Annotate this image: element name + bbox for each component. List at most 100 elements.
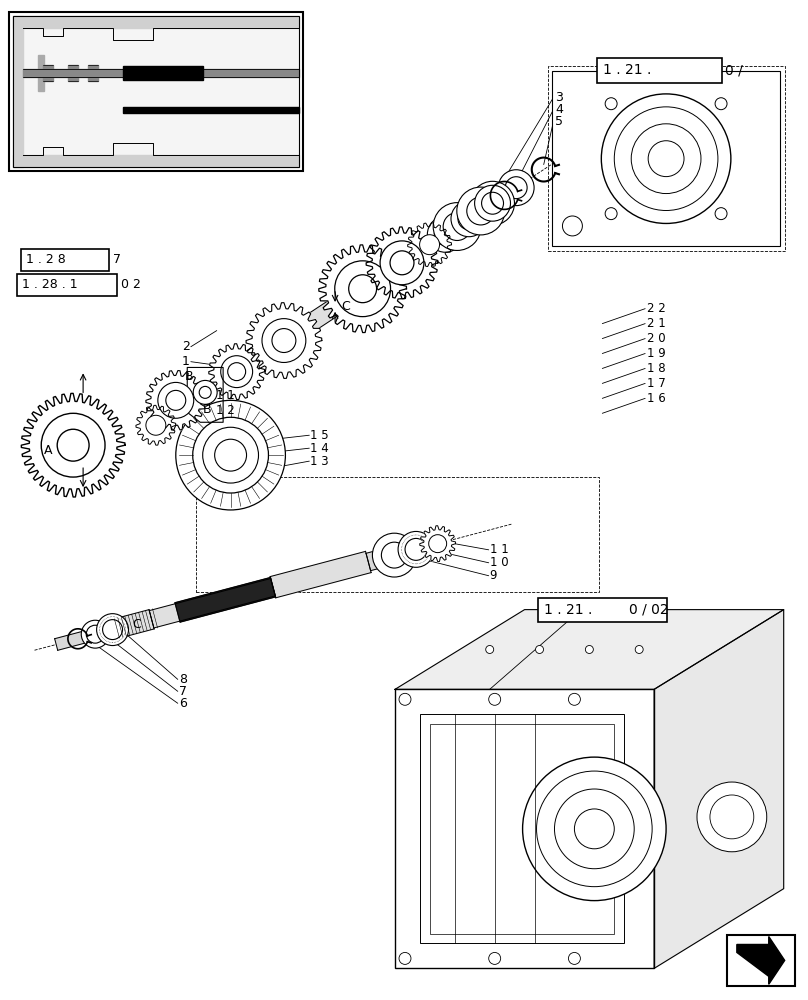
Bar: [420, 714, 625, 943]
Polygon shape: [395, 610, 784, 689]
Circle shape: [435, 223, 457, 245]
Bar: [14, 16, 299, 167]
Text: 1 9: 1 9: [647, 347, 666, 360]
Circle shape: [200, 386, 211, 398]
Bar: [548, 66, 785, 251]
Circle shape: [262, 319, 306, 362]
Bar: [553, 71, 780, 246]
Text: 7: 7: [179, 685, 187, 698]
Circle shape: [489, 952, 501, 964]
Polygon shape: [377, 249, 415, 284]
Circle shape: [372, 533, 416, 577]
Circle shape: [554, 789, 634, 869]
Polygon shape: [408, 223, 452, 267]
Circle shape: [349, 275, 377, 303]
Circle shape: [41, 413, 105, 477]
Text: 1 1: 1 1: [216, 389, 234, 402]
Circle shape: [399, 952, 411, 964]
Circle shape: [443, 213, 471, 240]
Text: 2 2: 2 2: [647, 302, 666, 315]
Polygon shape: [187, 367, 223, 422]
Polygon shape: [395, 689, 654, 968]
Text: 9: 9: [490, 569, 497, 582]
Circle shape: [715, 208, 727, 220]
Circle shape: [486, 645, 494, 653]
Text: 8: 8: [179, 673, 187, 686]
Text: 4: 4: [555, 103, 563, 116]
Text: A: A: [44, 444, 53, 457]
Bar: [395, 689, 654, 968]
Text: 2 0: 2 0: [647, 332, 666, 345]
Circle shape: [470, 181, 515, 225]
Polygon shape: [14, 16, 299, 28]
Circle shape: [82, 620, 109, 648]
Circle shape: [614, 107, 718, 210]
Circle shape: [429, 535, 447, 553]
Polygon shape: [146, 371, 206, 430]
Bar: [727, 935, 794, 986]
Circle shape: [433, 203, 481, 250]
Text: 0 /: 0 /: [725, 63, 743, 77]
Circle shape: [398, 531, 434, 567]
Text: 1 . 28 . 1: 1 . 28 . 1: [23, 278, 78, 291]
Text: 1 6: 1 6: [647, 392, 666, 405]
Text: 1 7: 1 7: [647, 377, 666, 390]
Polygon shape: [14, 16, 299, 167]
Text: 2 1: 2 1: [647, 317, 666, 330]
Text: 0 2: 0 2: [121, 278, 141, 291]
Text: 6: 6: [179, 697, 187, 710]
Circle shape: [585, 645, 593, 653]
Text: 5: 5: [555, 115, 563, 128]
Circle shape: [228, 363, 246, 381]
Circle shape: [215, 439, 246, 471]
Bar: [196, 477, 600, 592]
Polygon shape: [88, 65, 98, 81]
Text: 1 2: 1 2: [216, 404, 234, 417]
Text: 1 1: 1 1: [490, 543, 508, 556]
Text: 1: 1: [182, 355, 190, 368]
Polygon shape: [216, 359, 250, 389]
Bar: [430, 724, 614, 934]
Polygon shape: [38, 55, 44, 91]
Polygon shape: [68, 65, 78, 81]
Circle shape: [380, 241, 424, 285]
Text: 1 . 21 .: 1 . 21 .: [604, 63, 652, 77]
Polygon shape: [737, 936, 785, 984]
Circle shape: [458, 208, 480, 230]
Bar: [17, 274, 117, 296]
Polygon shape: [366, 538, 427, 571]
Circle shape: [221, 356, 253, 388]
Circle shape: [166, 390, 186, 410]
Circle shape: [710, 795, 754, 839]
Circle shape: [601, 94, 731, 223]
Circle shape: [537, 771, 652, 887]
Circle shape: [457, 187, 505, 235]
Circle shape: [562, 216, 583, 236]
Circle shape: [272, 329, 296, 353]
Polygon shape: [136, 405, 176, 445]
Circle shape: [451, 201, 487, 237]
Text: 1 4: 1 4: [310, 442, 329, 455]
Text: 3: 3: [555, 91, 563, 104]
Polygon shape: [240, 268, 387, 374]
Circle shape: [399, 693, 411, 705]
Bar: [597, 58, 722, 83]
Circle shape: [635, 645, 643, 653]
Circle shape: [97, 614, 128, 646]
Polygon shape: [23, 69, 299, 77]
Polygon shape: [319, 245, 406, 333]
Polygon shape: [21, 393, 125, 497]
Circle shape: [523, 757, 666, 901]
Text: 7: 7: [113, 253, 121, 266]
Circle shape: [427, 216, 463, 252]
Circle shape: [86, 625, 104, 643]
Text: 1 0: 1 0: [490, 556, 508, 569]
Circle shape: [482, 192, 503, 214]
Polygon shape: [149, 579, 276, 628]
Polygon shape: [123, 66, 203, 80]
Circle shape: [176, 400, 285, 510]
Text: 0 / 02: 0 / 02: [629, 603, 669, 617]
Polygon shape: [246, 303, 322, 378]
Circle shape: [57, 429, 89, 461]
Text: 1 . 2 8: 1 . 2 8: [27, 253, 66, 266]
